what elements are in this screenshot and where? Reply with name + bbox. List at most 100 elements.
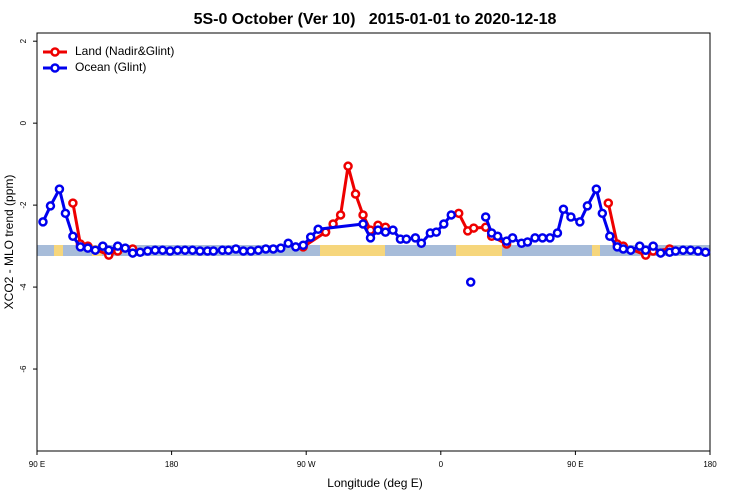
data-point: [605, 231, 615, 242]
data-point: [625, 245, 636, 255]
data-point: [98, 241, 108, 251]
data-point: [537, 233, 548, 243]
y-tick-label: -2: [19, 201, 28, 209]
land-strip: [456, 245, 502, 256]
data-point: [582, 201, 593, 211]
data-point: [507, 233, 518, 243]
y-axis-label: XCO2 - MLO trend (ppm): [2, 175, 16, 310]
data-point: [187, 245, 198, 255]
data-point: [208, 246, 219, 256]
data-point: [238, 246, 249, 256]
data-point: [113, 241, 123, 251]
data-point: [678, 245, 688, 255]
data-point: [90, 245, 101, 255]
data-point: [416, 238, 427, 248]
data-point: [261, 244, 271, 254]
data-point: [700, 247, 711, 257]
y-tick-label: -4: [19, 283, 28, 291]
y-tick-label: 2: [19, 38, 28, 43]
x-tick-label: 90 E: [29, 460, 45, 469]
land-strip: [54, 245, 63, 256]
data-point: [634, 241, 645, 251]
data-point: [350, 189, 361, 199]
data-point: [648, 241, 658, 251]
data-point: [313, 224, 323, 235]
legend-label: Ocean (Glint): [75, 60, 146, 74]
data-point: [223, 245, 234, 255]
data-point: [358, 210, 368, 220]
data-point: [305, 232, 316, 242]
data-point: [530, 233, 540, 243]
data-point: [142, 246, 153, 256]
data-point: [135, 247, 145, 257]
data-point: [468, 223, 479, 233]
x-tick-label: 0: [439, 460, 444, 469]
data-point: [603, 198, 614, 208]
data-point: [290, 242, 301, 252]
data-point: [68, 231, 78, 242]
data-point: [150, 245, 160, 255]
data-point: [120, 243, 130, 253]
data-point: [172, 245, 183, 255]
data-point: [231, 244, 241, 254]
land-strip: [592, 245, 600, 256]
data-point: [465, 277, 476, 287]
data-point: [68, 198, 78, 208]
data-point: [335, 210, 346, 220]
data-point: [157, 245, 168, 255]
plot-frame: [36, 32, 711, 452]
y-tick-label: -6: [19, 365, 28, 373]
data-point: [439, 219, 449, 229]
data-point: [453, 208, 464, 219]
data-point: [480, 212, 491, 222]
data-point: [127, 248, 138, 258]
data-point: [431, 227, 442, 237]
x-axis-label: Longitude (deg E): [327, 476, 422, 490]
data-point: [545, 233, 555, 243]
data-point: [180, 245, 190, 255]
data-point: [693, 246, 703, 256]
data-point: [388, 225, 398, 235]
data-point: [591, 184, 602, 194]
data-point: [401, 234, 412, 244]
x-tick-label: 180: [165, 460, 179, 469]
data-point: [358, 219, 368, 229]
legend-marker: [50, 47, 60, 57]
data-point: [60, 208, 71, 219]
x-tick-label: 90 E: [567, 460, 583, 469]
data-point: [492, 231, 503, 242]
data-point: [640, 245, 651, 255]
data-point: [343, 161, 353, 171]
data-point: [246, 246, 256, 256]
data-point: [522, 237, 533, 247]
data-point: [83, 243, 93, 253]
y-tick-label: 0: [19, 120, 28, 125]
data-point: [655, 248, 666, 258]
data-point: [54, 184, 65, 194]
data-point: [104, 245, 114, 255]
legend-label: Land (Nadir&Glint): [75, 44, 174, 58]
data-point: [75, 242, 86, 252]
data-point: [670, 246, 681, 256]
data-point: [566, 212, 576, 222]
data-point: [597, 208, 608, 219]
data-point: [365, 233, 376, 243]
data-point: [298, 240, 308, 251]
data-point: [276, 243, 286, 253]
chart-title: 5S-0 October (Ver 10) 2015-01-01 to 2020…: [194, 11, 557, 28]
data-point: [253, 245, 264, 255]
data-point: [410, 233, 421, 243]
data-point: [195, 246, 205, 256]
data-point: [685, 245, 696, 255]
data-point: [283, 238, 294, 248]
x-tick-label: 90 W: [297, 460, 316, 469]
data-point: [446, 210, 457, 220]
data-point: [268, 244, 279, 254]
legend-marker: [50, 63, 60, 73]
land-strip: [320, 245, 385, 256]
data-point: [552, 228, 563, 238]
x-tick-label: 180: [703, 460, 717, 469]
data-point: [165, 246, 175, 256]
data-point: [380, 227, 391, 237]
